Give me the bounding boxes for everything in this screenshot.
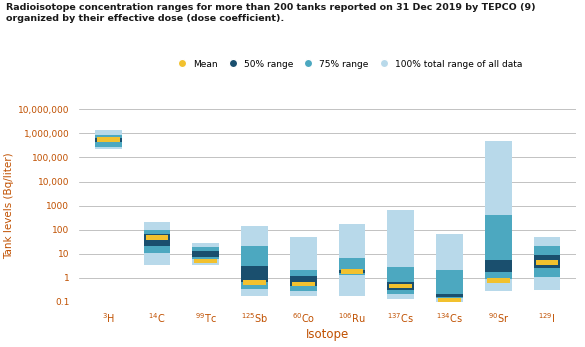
Bar [241,266,268,281]
Bar [192,251,219,257]
Text: Radioisotope concentration ranges for more than 200 tanks reported on 31 Dec 201: Radioisotope concentration ranges for mo… [6,3,535,23]
Bar [143,222,170,265]
Bar [243,280,266,285]
X-axis label: Isotope: Isotope [306,328,349,341]
Bar [241,245,268,289]
Bar [534,237,560,290]
Bar [485,215,512,279]
Bar [339,223,366,296]
Bar [339,270,366,273]
Bar [95,135,122,147]
Bar [390,284,412,288]
Bar [534,245,560,277]
Bar [485,141,512,291]
Bar [192,243,219,265]
Bar [387,282,414,290]
Bar [192,247,219,259]
Bar [387,210,414,299]
Bar [241,226,268,296]
Bar [436,234,463,302]
Bar [487,279,510,283]
Bar [485,260,512,272]
Bar [292,282,315,286]
Bar [290,270,316,291]
Bar [95,138,122,143]
Bar [290,237,316,296]
Legend: Mean, 50% range, 75% range, 100% total range of all data: Mean, 50% range, 75% range, 100% total r… [169,56,526,72]
Bar [146,235,168,240]
Bar [438,298,461,302]
Bar [534,255,560,268]
Bar [340,269,363,274]
Bar [143,234,170,245]
Bar [339,258,366,275]
Bar [436,294,463,297]
Bar [536,261,558,265]
Bar [387,267,414,294]
Bar [290,276,316,286]
Bar [143,230,170,253]
Bar [95,130,122,149]
Bar [97,137,119,142]
Bar [194,259,217,263]
Bar [436,270,463,298]
Y-axis label: Tank levels (Bq/liter): Tank levels (Bq/liter) [4,152,13,259]
